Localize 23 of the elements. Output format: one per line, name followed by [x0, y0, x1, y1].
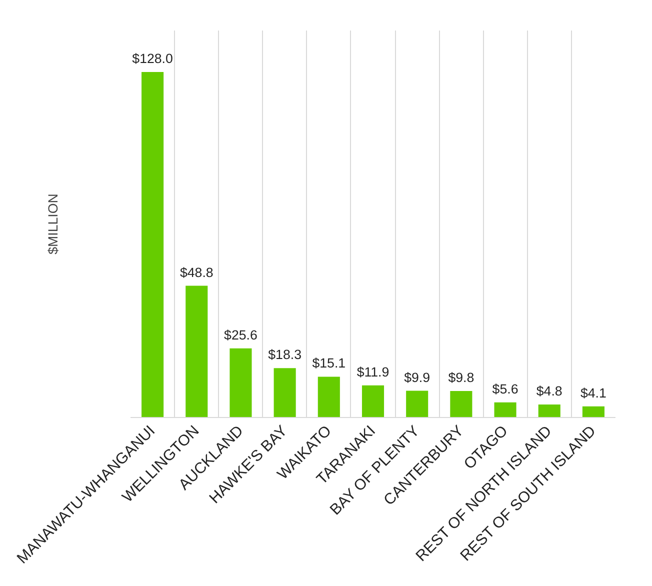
- data-label: $11.9: [356, 364, 390, 380]
- y-axis-title: $MILLION: [46, 194, 60, 254]
- bar: [142, 72, 164, 418]
- data-label: $18.3: [268, 347, 302, 362]
- bar: [450, 391, 472, 418]
- bar: [230, 348, 252, 418]
- data-label: $4.1: [580, 385, 606, 400]
- data-label: $48.8: [180, 264, 214, 280]
- bar: [362, 385, 384, 418]
- bar: [494, 402, 516, 418]
- data-label: $25.6: [224, 327, 258, 342]
- bar: [274, 368, 296, 418]
- bar: [186, 286, 208, 418]
- data-label: $4.8: [536, 384, 562, 399]
- data-label: $9.9: [404, 370, 430, 385]
- bar: [318, 376, 340, 418]
- bar: [406, 390, 428, 418]
- data-label: $9.8: [448, 370, 474, 386]
- data-label: $15.1: [312, 356, 346, 371]
- data-label: $128.0: [132, 50, 173, 66]
- bar: [582, 406, 604, 418]
- data-label: $5.6: [492, 381, 518, 396]
- bar: [538, 404, 560, 418]
